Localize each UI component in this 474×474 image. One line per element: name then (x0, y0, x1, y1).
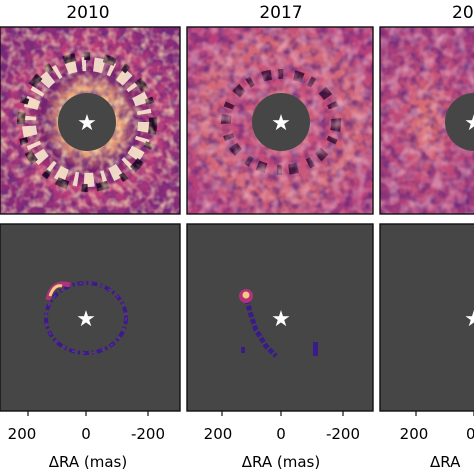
image-panel-partial: ★ (380, 27, 474, 214)
star-marker: ★ (271, 111, 291, 136)
coronagraph-mask (58, 93, 116, 151)
x-axis-label: ΔRA (mas) (242, 453, 320, 471)
image-panel-2017: ★ (187, 27, 373, 214)
x-tick-label: 200 (400, 425, 429, 443)
star-marker: ★ (464, 111, 474, 136)
x-tick-label: 200 (8, 425, 37, 443)
x-tick-label: -200 (131, 425, 165, 443)
star-marker: ★ (77, 111, 97, 136)
panel-title-2010: 2010 (66, 3, 109, 23)
star-marker: ★ (464, 307, 474, 332)
detection-panel-partial: ★ (379, 223, 474, 412)
x-tick-label: -200 (326, 425, 360, 443)
detection-panel-2017: ★ (186, 223, 374, 412)
x-tick-label: 0 (466, 425, 474, 443)
star-marker: ★ (76, 307, 96, 332)
x-tick-marks (27, 411, 474, 416)
x-axis-label: ΔRA (430, 453, 461, 471)
panel-title-partial: 20 (452, 3, 474, 23)
x-axis-label: ΔRA (mas) (49, 453, 127, 471)
x-tick-label: 200 (204, 425, 233, 443)
image-panel-2010: ★ (0, 27, 180, 214)
panel-title-2017: 2017 (259, 3, 302, 23)
coronagraph-mask (445, 93, 474, 151)
coronagraph-mask (252, 93, 310, 151)
detection-panel-2010: ★ (0, 223, 181, 412)
x-tick-label: 0 (276, 425, 286, 443)
x-tick-label: 0 (81, 425, 91, 443)
star-marker: ★ (271, 307, 291, 332)
